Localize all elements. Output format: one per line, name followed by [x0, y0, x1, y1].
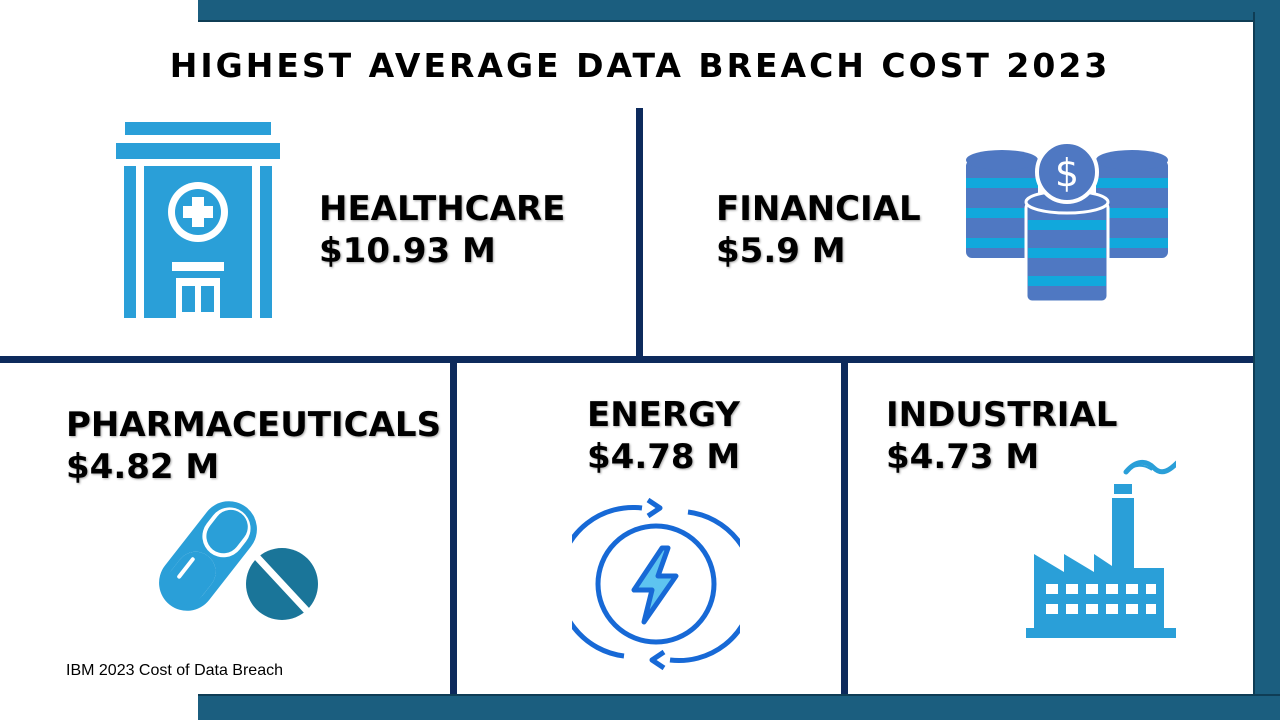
source-note: IBM 2023 Cost of Data Breach — [66, 662, 283, 679]
hospital-icon — [116, 122, 280, 318]
industry-cost: $4.78 M — [587, 437, 741, 477]
divider-bottom-left — [450, 360, 457, 694]
industry-label-healthcare: HEALTHCARE $10.93 M — [319, 188, 565, 272]
industry-cost: $4.73 M — [886, 437, 1040, 477]
money-stack-icon: $ — [966, 142, 1168, 304]
svg-text:$: $ — [1055, 151, 1079, 195]
industry-name: PHARMACEUTICALS — [66, 405, 442, 445]
divider-horizontal — [0, 356, 1253, 363]
pills-icon — [159, 501, 318, 620]
industry-name: ENERGY — [587, 395, 740, 435]
industry-label-financial: FINANCIAL $5.9 M — [716, 188, 921, 272]
industry-name: HEALTHCARE — [319, 189, 566, 229]
industry-label-pharmaceuticals: PHARMACEUTICALS $4.82 M — [66, 404, 441, 488]
divider-top-vertical — [636, 108, 643, 358]
frame-right-bar — [1253, 12, 1280, 720]
industry-name: FINANCIAL — [716, 189, 921, 229]
energy-icon — [572, 497, 740, 671]
industry-name: INDUSTRIAL — [886, 395, 1118, 435]
frame-bottom-bar — [198, 694, 1280, 720]
factory-icon — [1026, 460, 1176, 638]
industry-label-energy: ENERGY $4.78 M — [587, 394, 740, 478]
frame-top-bar — [198, 0, 1280, 22]
page-title: HIGHEST AVERAGE DATA BREACH COST 2023 — [169, 46, 1111, 85]
industry-cost: $10.93 M — [319, 231, 496, 271]
industry-label-industrial: INDUSTRIAL $4.73 M — [886, 394, 1117, 478]
industry-cost: $5.9 M — [716, 231, 846, 271]
divider-bottom-right — [841, 360, 848, 694]
industry-cost: $4.82 M — [66, 447, 220, 487]
